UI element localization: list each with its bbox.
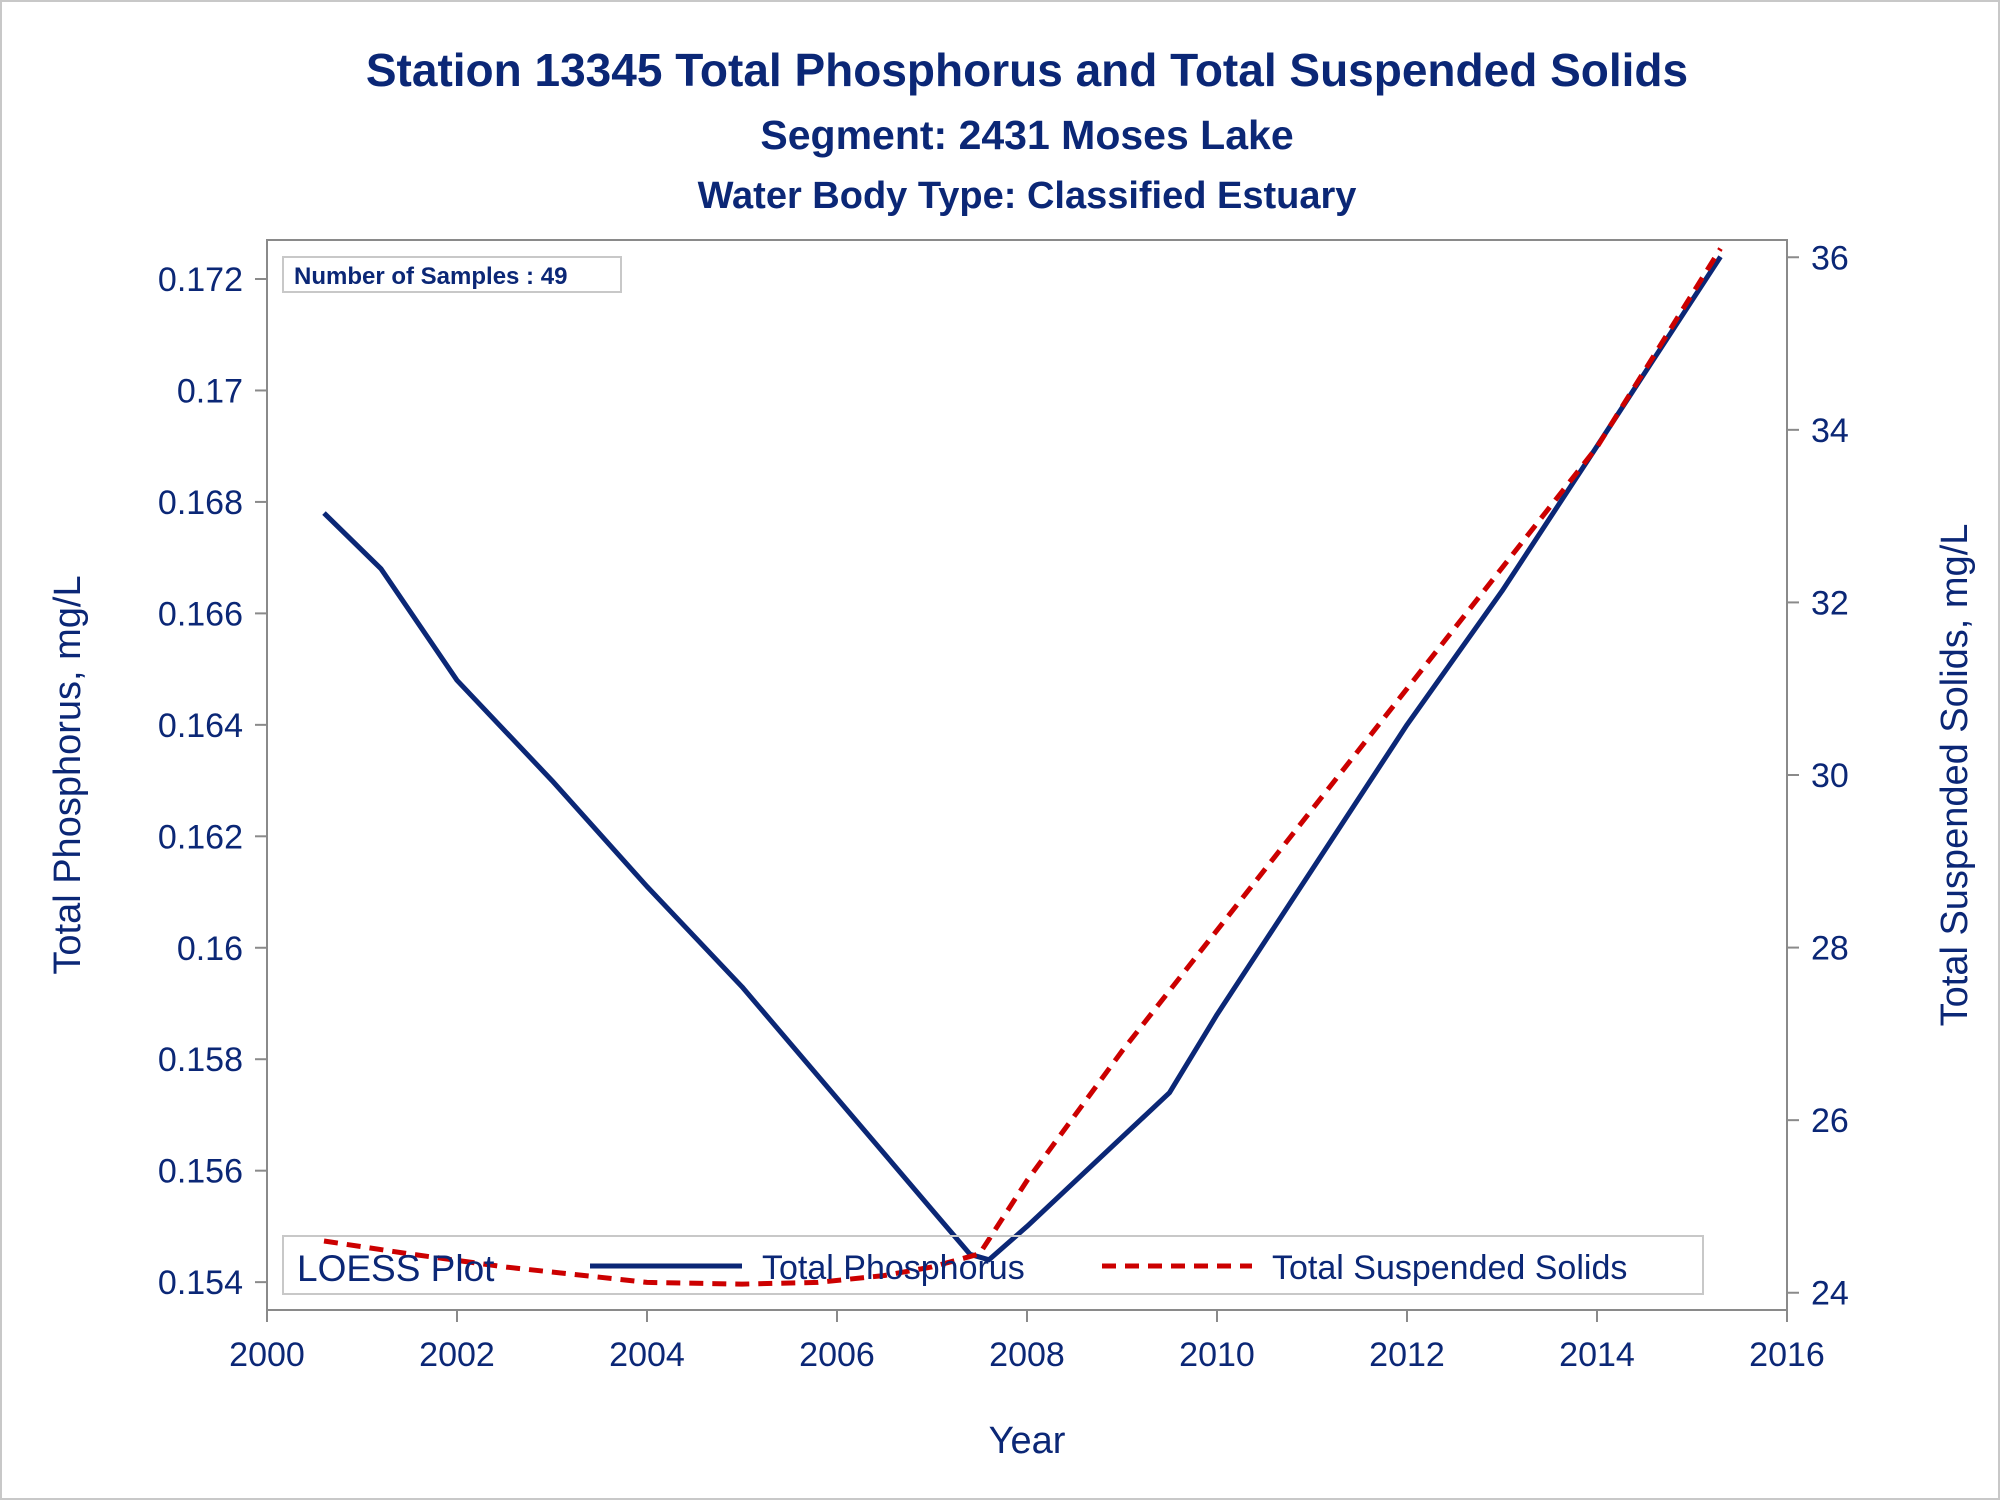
chart-subtitle: Segment: 2431 Moses Lake	[760, 112, 1293, 158]
x-tick-label: 2012	[1369, 1336, 1445, 1374]
y-left-tick-label: 0.158	[158, 1041, 243, 1079]
x-axis: 2000 2002 2004 2006 2008 2010 2012 2014 2016	[229, 1310, 1825, 1374]
y-left-tick-label: 0.162	[158, 818, 243, 856]
legend: LOESS Plot Total Phosphorus Total Suspen…	[282, 1235, 1704, 1295]
legend-frame	[282, 1235, 1704, 1295]
series-line-total-phosphorus	[322, 255, 1723, 1263]
y-right-tick-label: 28	[1811, 930, 1849, 968]
y-right-tick-label: 36	[1811, 239, 1849, 277]
legend-label-total-suspended-solids: Total Suspended Solids	[1272, 1249, 1627, 1287]
y-left-tick-label: 0.168	[158, 484, 243, 522]
y-right-tick-label: 34	[1811, 412, 1849, 450]
y-left-tick-label: 0.154	[158, 1264, 243, 1302]
plot-area	[266, 239, 1788, 1311]
x-tick-label: 2008	[989, 1336, 1065, 1374]
legend-title: LOESS Plot	[297, 1248, 495, 1289]
x-tick-label: 2016	[1749, 1336, 1825, 1374]
x-tick-label: 2004	[609, 1336, 685, 1374]
y-left-tick-label: 0.172	[158, 261, 243, 299]
legend-label-total-phosphorus: Total Phosphorus	[762, 1249, 1025, 1287]
y-right-tick-label: 24	[1811, 1275, 1849, 1313]
chart-subtitle-2: Water Body Type: Classified Estuary	[698, 175, 1357, 217]
x-tick-label: 2014	[1559, 1336, 1635, 1374]
y-left-tick-label: 0.16	[177, 930, 243, 968]
x-tick-label: 2002	[419, 1336, 495, 1374]
x-tick-label: 2006	[799, 1336, 875, 1374]
y-right-axis-label: Total Suspended Solids, mg/L	[1934, 524, 1976, 1027]
y-left-tick-label: 0.164	[158, 707, 243, 745]
chart-title: Station 13345 Total Phosphorus and Total…	[366, 44, 1688, 96]
x-tick-label: 2000	[229, 1336, 305, 1374]
series-layer	[322, 247, 1723, 1287]
sample-count-text: Number of Samples : 49	[294, 263, 567, 290]
x-tick-label: 2010	[1179, 1336, 1255, 1374]
sample-count-frame	[282, 256, 622, 293]
y-left-tick-label: 0.156	[158, 1153, 243, 1191]
y-right-tick-label: 30	[1811, 757, 1849, 795]
y-left-axis: 0.154 0.156 0.158 0.16 0.162 0.164 0.166 0.168 0…	[158, 261, 267, 1302]
y-left-tick-label: 0.17	[177, 372, 243, 410]
sample-count-box: Number of Samples : 49	[282, 256, 622, 293]
y-right-tick-label: 32	[1811, 584, 1849, 622]
y-left-tick-label: 0.166	[158, 595, 243, 633]
x-axis-label: Year	[989, 1420, 1066, 1462]
y-left-axis-label: Total Phosphorus, mg/L	[47, 575, 89, 974]
y-right-axis: 24 26 28 30 32 34 36	[1787, 239, 1849, 1313]
series-line-total-suspended-solids	[323, 247, 1723, 1287]
y-right-tick-label: 26	[1811, 1102, 1849, 1140]
